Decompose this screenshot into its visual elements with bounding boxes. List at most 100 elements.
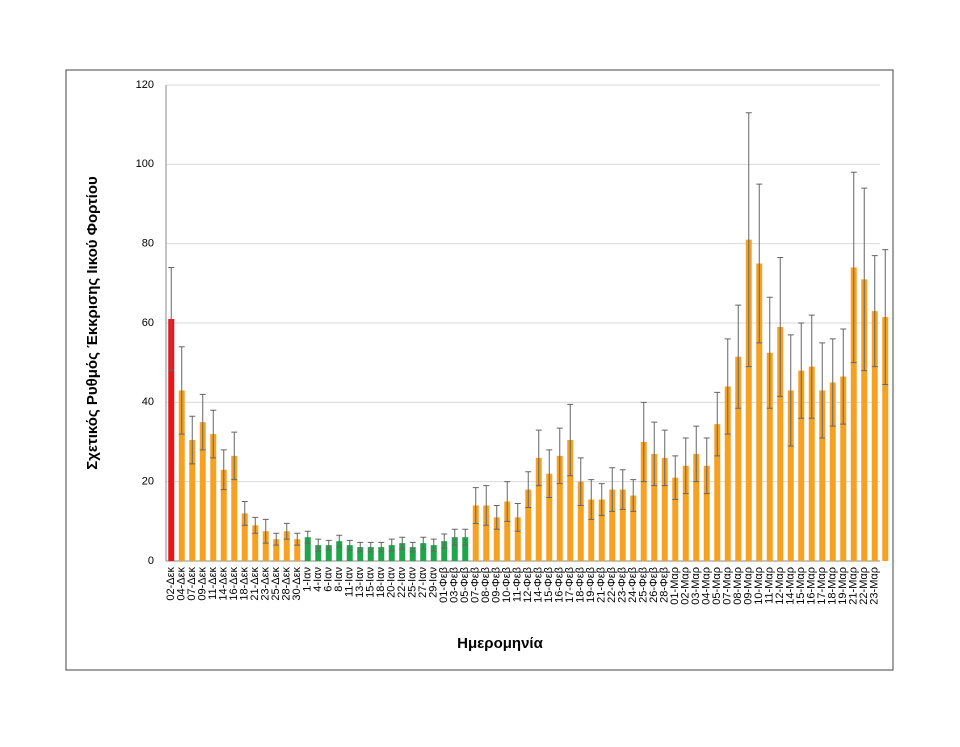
bar — [682, 465, 689, 561]
error-bar — [525, 471, 532, 508]
error-bar — [766, 296, 773, 409]
y-tick-label: 0 — [148, 555, 154, 567]
x-tick-label: 25-Δεκ — [270, 567, 282, 601]
x-tick-label: 14-Μαρ — [785, 567, 797, 605]
x-tick-label: 19-Φεβ — [585, 567, 597, 603]
bar — [724, 386, 731, 561]
bar — [829, 382, 836, 561]
y-tick-label: 100 — [136, 158, 154, 170]
error-bar — [252, 516, 259, 534]
error-bar — [325, 539, 332, 551]
y-axis-label: Σχετικός Ρυθμός Έκκρισης Ιικού Φορτίου — [84, 176, 101, 470]
bar — [462, 537, 469, 561]
bar — [357, 547, 364, 561]
x-tick-label: 17-Μαρ — [816, 567, 828, 605]
error-bar — [346, 539, 353, 551]
bar — [840, 376, 847, 561]
error-bar — [703, 437, 710, 495]
x-tick-label: 10-Μαρ — [753, 567, 765, 605]
error-bar — [840, 328, 847, 425]
x-tick-label: 05-Μαρ — [711, 567, 723, 605]
bar — [556, 455, 563, 561]
bar — [787, 390, 794, 561]
x-tick-label: 29-Ιαν — [428, 567, 440, 598]
bar — [199, 422, 206, 561]
error-bar — [630, 479, 637, 512]
x-tick-label: 30-Δεκ — [291, 567, 303, 601]
error-bar — [577, 457, 584, 506]
error-bar — [535, 429, 542, 487]
x-axis-label: Ημερομηνία — [457, 635, 543, 652]
x-tick-label: 17-Φεβ — [564, 567, 576, 603]
error-bar — [220, 449, 227, 491]
bar — [399, 543, 406, 561]
bar — [420, 543, 427, 561]
bar — [409, 547, 416, 561]
bar — [850, 267, 857, 561]
x-tick-label: 02-Μαρ — [680, 567, 692, 605]
bar — [189, 440, 196, 561]
x-tick-label: 07-Φεβ — [470, 567, 482, 603]
y-tick-label: 40 — [142, 396, 154, 408]
x-tick-label: 23-Δεκ — [260, 567, 272, 601]
x-tick-label: 23-Μαρ — [869, 567, 881, 605]
x-tick-label: 14-Δεκ — [218, 567, 230, 601]
x-tick-label: 16-Μαρ — [806, 567, 818, 605]
x-tick-label: 09-Δεκ — [197, 567, 209, 601]
bar — [252, 525, 259, 561]
x-tick-label: 03-Μαρ — [690, 567, 702, 605]
x-tick-label: 07-Δεκ — [186, 567, 198, 601]
x-tick-label: 22-Ιαν — [396, 567, 408, 598]
bar — [651, 453, 658, 561]
error-bar — [850, 171, 857, 364]
x-tick-label: 11-Φεβ — [512, 567, 524, 602]
x-tick-label: 15-Ιαν — [365, 567, 377, 598]
bar — [336, 541, 343, 561]
bar — [546, 473, 553, 561]
x-tick-label: 28-Φεβ — [659, 567, 671, 603]
bar — [703, 465, 710, 561]
x-tick-label: 18-Δεκ — [239, 567, 251, 601]
error-bar — [304, 530, 311, 544]
error-bar — [808, 314, 815, 419]
x-tick-label: 12-Φεβ — [522, 567, 534, 603]
bar — [441, 541, 448, 561]
error-bar — [514, 502, 521, 532]
error-bar — [504, 481, 511, 522]
bar — [714, 424, 721, 561]
x-tick-label: 09-Φεβ — [491, 567, 503, 603]
bar — [808, 366, 815, 561]
bar — [504, 501, 511, 561]
bar — [493, 517, 500, 561]
error-bar — [378, 541, 385, 553]
error-bar — [787, 334, 794, 447]
x-tick-label: 6-Ιαν — [323, 567, 335, 592]
bar — [640, 442, 647, 561]
bar — [430, 545, 437, 561]
x-tick-label: 26-Φεβ — [648, 567, 660, 603]
error-bar — [409, 541, 416, 553]
bar — [735, 356, 742, 561]
x-tick-label: 04-Δεκ — [176, 567, 188, 601]
error-bar — [556, 427, 563, 485]
bar — [756, 263, 763, 561]
error-bar — [871, 255, 878, 368]
error-bar — [430, 538, 437, 552]
error-bar — [168, 266, 175, 372]
bar — [766, 352, 773, 561]
x-tick-label: 12-Μαρ — [774, 567, 786, 605]
bar — [514, 517, 521, 561]
x-tick-label: 8-Ιαν — [333, 567, 345, 592]
error-bar — [651, 421, 658, 487]
x-tick-label: 05-Φεβ — [459, 567, 471, 603]
bar — [661, 457, 668, 561]
error-bar — [357, 541, 364, 553]
x-tick-label: 03-Φεβ — [449, 567, 461, 603]
x-tick-label: 18-Φεβ — [575, 567, 587, 603]
error-bar — [735, 304, 742, 409]
error-bar — [819, 342, 826, 439]
error-bar — [493, 504, 500, 530]
x-tick-label: 24-Φεβ — [627, 567, 639, 603]
bar — [283, 531, 290, 561]
